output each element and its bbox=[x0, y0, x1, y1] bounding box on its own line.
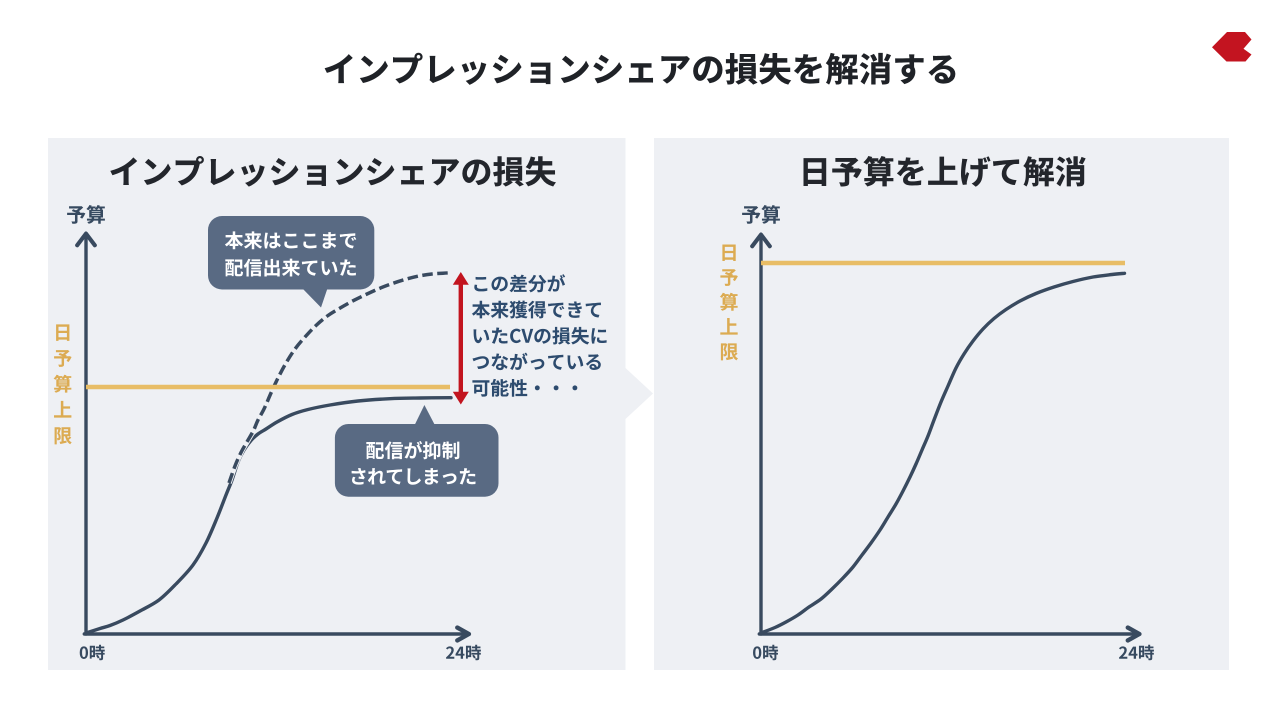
brand-arrow-logo-icon bbox=[1212, 32, 1252, 62]
right-x-axis-arrow-icon bbox=[1125, 625, 1142, 643]
loss-gap-arrow-head-top bbox=[452, 272, 469, 285]
bubble-suppressed-tail bbox=[414, 405, 436, 426]
bubble-potential-box bbox=[208, 216, 375, 290]
loss-gap-arrow-head-bottom bbox=[452, 391, 469, 405]
panel-transition-arrow bbox=[625, 368, 653, 419]
loss-gap-arrow-shaft bbox=[458, 283, 463, 392]
left-y-axis-arrow-icon bbox=[75, 231, 97, 248]
loss-gap-arrow bbox=[452, 272, 469, 405]
bubble-suppressed-box bbox=[334, 424, 499, 497]
left-curve-potential bbox=[227, 271, 451, 484]
bubble-potential-tail bbox=[302, 288, 328, 308]
left-x-axis-arrow-icon bbox=[455, 625, 472, 643]
right-y-axis-arrow-icon bbox=[750, 232, 772, 249]
right-curve bbox=[759, 271, 1127, 635]
